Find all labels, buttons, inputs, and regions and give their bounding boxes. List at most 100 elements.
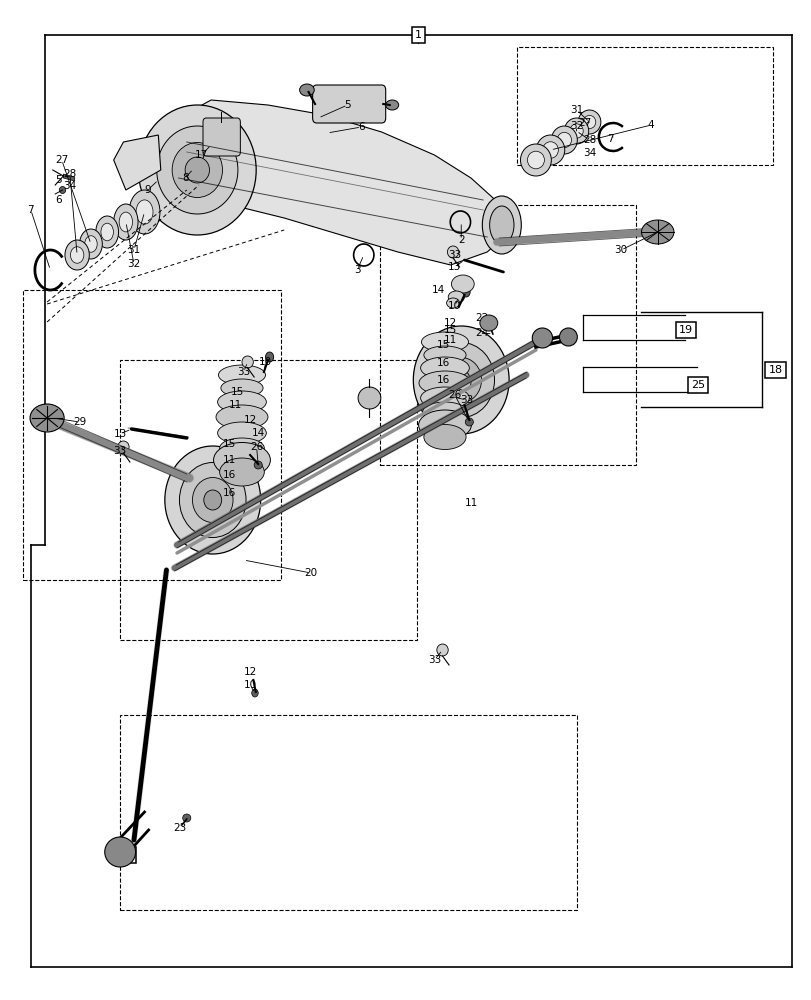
Ellipse shape (420, 387, 469, 409)
Ellipse shape (641, 220, 673, 244)
Text: 22: 22 (474, 313, 487, 323)
Text: 1: 1 (414, 30, 421, 40)
Text: 16: 16 (223, 470, 236, 480)
Text: 27: 27 (55, 155, 68, 165)
Ellipse shape (136, 200, 152, 224)
Ellipse shape (219, 438, 264, 458)
Ellipse shape (451, 275, 474, 293)
Text: 32: 32 (127, 259, 140, 269)
Text: 30: 30 (614, 245, 627, 255)
Text: 5: 5 (55, 175, 62, 185)
Text: 6: 6 (55, 195, 62, 205)
Ellipse shape (452, 370, 470, 390)
Text: 8: 8 (182, 173, 188, 183)
Ellipse shape (172, 142, 222, 198)
Text: 11: 11 (444, 335, 457, 345)
Ellipse shape (535, 135, 564, 165)
Text: 31: 31 (127, 245, 140, 255)
Ellipse shape (299, 84, 314, 96)
Ellipse shape (569, 124, 582, 138)
Text: 12: 12 (243, 667, 256, 677)
Text: 13: 13 (448, 262, 461, 272)
Text: 26: 26 (250, 442, 263, 452)
Ellipse shape (213, 442, 270, 478)
Ellipse shape (129, 190, 160, 234)
Bar (120, 360, 416, 640)
Ellipse shape (157, 126, 238, 214)
Text: 16: 16 (223, 488, 236, 498)
Ellipse shape (461, 287, 470, 297)
Ellipse shape (418, 410, 471, 440)
Ellipse shape (59, 186, 66, 194)
Text: 6: 6 (358, 122, 364, 132)
Bar (517, 47, 772, 165)
Ellipse shape (446, 298, 459, 308)
Ellipse shape (479, 315, 497, 331)
Text: 14: 14 (431, 285, 444, 295)
Ellipse shape (265, 352, 273, 362)
Ellipse shape (465, 418, 473, 426)
Text: 34: 34 (63, 181, 76, 191)
Ellipse shape (422, 402, 466, 422)
Polygon shape (63, 174, 75, 181)
Ellipse shape (542, 142, 558, 158)
Ellipse shape (482, 196, 521, 254)
Ellipse shape (423, 424, 466, 450)
Text: 20: 20 (304, 568, 317, 578)
Text: 16: 16 (436, 358, 449, 368)
Ellipse shape (185, 157, 209, 183)
Ellipse shape (358, 387, 380, 409)
Ellipse shape (216, 405, 268, 429)
Ellipse shape (84, 236, 97, 252)
Ellipse shape (448, 291, 464, 303)
Ellipse shape (520, 144, 551, 176)
Ellipse shape (418, 371, 470, 395)
Ellipse shape (420, 357, 469, 379)
Text: 16: 16 (436, 375, 449, 385)
Text: 14: 14 (251, 428, 264, 438)
Ellipse shape (114, 204, 138, 240)
Ellipse shape (447, 246, 458, 258)
Ellipse shape (71, 247, 84, 263)
Ellipse shape (582, 115, 595, 129)
Text: 27: 27 (577, 118, 590, 128)
Text: 33: 33 (460, 395, 473, 405)
Ellipse shape (385, 100, 398, 110)
Ellipse shape (192, 478, 233, 522)
Text: 3: 3 (354, 265, 360, 275)
Ellipse shape (532, 328, 551, 348)
Ellipse shape (160, 136, 188, 184)
Ellipse shape (242, 356, 253, 368)
FancyBboxPatch shape (203, 118, 240, 156)
Text: 2: 2 (457, 235, 464, 245)
Text: 33: 33 (448, 250, 461, 260)
Text: 10: 10 (448, 301, 461, 311)
Text: 17: 17 (195, 150, 208, 160)
Ellipse shape (423, 346, 466, 364)
Text: 33: 33 (427, 655, 440, 665)
FancyBboxPatch shape (312, 85, 385, 123)
Ellipse shape (119, 212, 132, 232)
Bar (120, 715, 576, 910)
Ellipse shape (138, 105, 255, 235)
Text: 4: 4 (647, 120, 654, 130)
Ellipse shape (165, 446, 260, 554)
Text: 7: 7 (607, 134, 613, 144)
Ellipse shape (254, 461, 262, 469)
Ellipse shape (182, 814, 191, 822)
Ellipse shape (427, 342, 494, 418)
Ellipse shape (577, 110, 600, 134)
Text: 12: 12 (444, 318, 457, 328)
Bar (23, 290, 281, 580)
Ellipse shape (527, 151, 543, 169)
Ellipse shape (559, 328, 577, 346)
Polygon shape (158, 100, 507, 265)
Ellipse shape (101, 223, 114, 241)
Text: 11: 11 (223, 455, 236, 465)
Ellipse shape (221, 379, 263, 397)
Ellipse shape (219, 458, 264, 486)
Text: 13: 13 (114, 429, 127, 439)
Ellipse shape (217, 422, 266, 444)
Ellipse shape (489, 206, 513, 244)
Text: 32: 32 (569, 121, 582, 131)
